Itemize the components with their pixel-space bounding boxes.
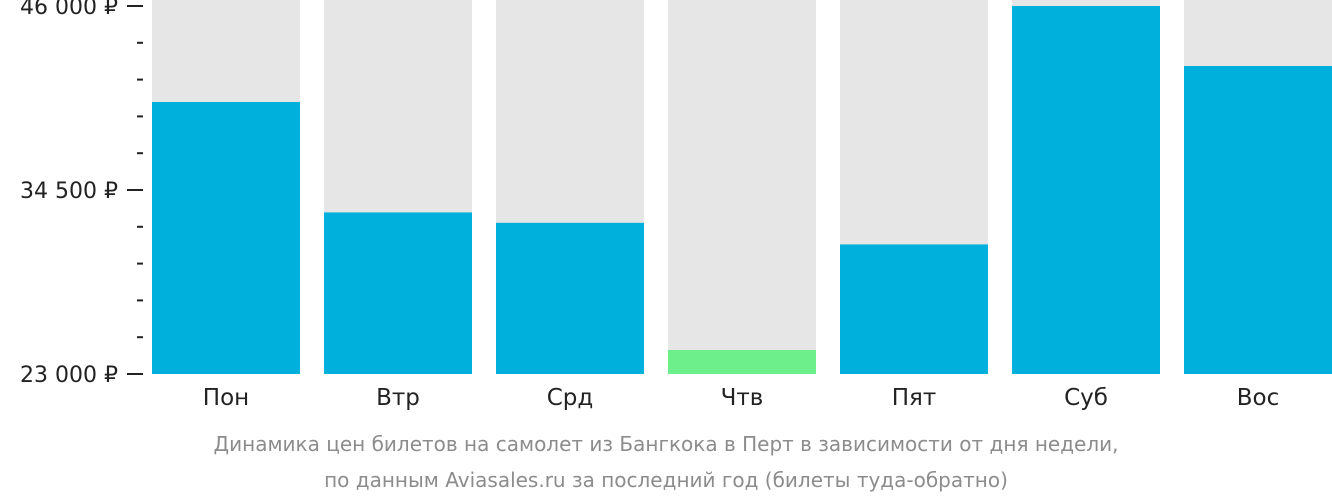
chart-caption-line-2: по данным Aviasales.ru за последний год … <box>324 468 1008 492</box>
x-tick-label-4: Пят <box>892 385 937 411</box>
chart-caption-line-1: Динамика цен билетов на самолет из Бангк… <box>213 432 1119 456</box>
bar-2 <box>496 222 644 374</box>
x-axis: Пон Втр Срд Чтв Пят Суб Вос <box>203 385 1279 411</box>
x-tick-label-1: Втр <box>376 385 420 411</box>
bar-4 <box>840 244 988 374</box>
y-tick-label-0: 23 000 ₽ <box>20 363 118 388</box>
x-tick-label-6: Вос <box>1237 385 1280 411</box>
bars-group <box>152 0 1332 374</box>
bar-track-3 <box>668 0 816 374</box>
x-tick-label-3: Чтв <box>721 385 764 411</box>
y-tick-label-2: 46 000 ₽ <box>20 0 118 20</box>
bar-6 <box>1184 66 1332 374</box>
bar-0 <box>152 102 300 374</box>
y-tick-label-1: 34 500 ₽ <box>20 179 118 204</box>
x-tick-label-5: Суб <box>1064 385 1108 411</box>
bar-1 <box>324 212 472 374</box>
bar-5 <box>1012 6 1160 374</box>
x-tick-label-0: Пон <box>203 385 249 411</box>
y-axis: 23 000 ₽ 34 500 ₽ 46 000 ₽ <box>20 0 143 388</box>
x-tick-label-2: Срд <box>547 385 594 411</box>
bar-3 <box>668 350 816 374</box>
